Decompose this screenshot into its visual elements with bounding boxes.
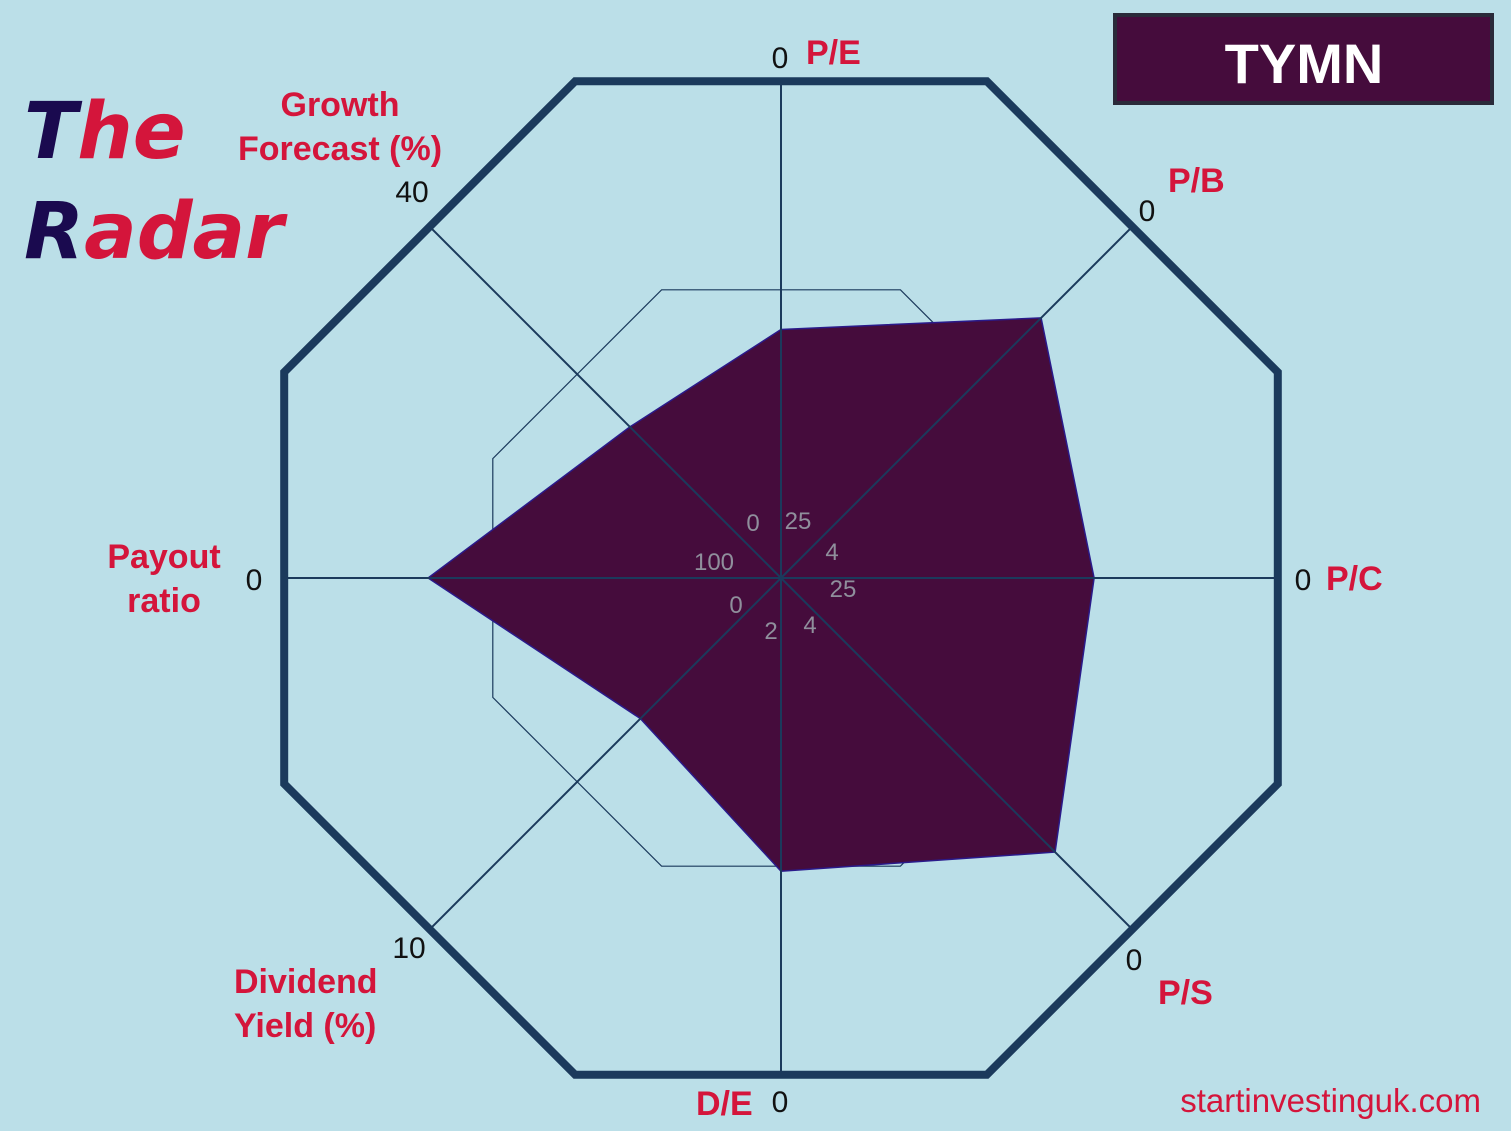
axis-label-growth-forecast-line-1: Growth [281,86,400,124]
spoke-1 [780,225,1134,579]
axis-label-p-e: P/E [806,34,861,72]
inner-tick-dividend-yield: 0 [729,592,742,619]
axis-label-p-b: P/B [1168,162,1225,200]
footer-url: startinvestinguk.com [1180,1082,1481,1119]
outer-tick-growth-forecast: 40 [395,176,428,209]
spoke-3 [780,577,1134,931]
brand-title-t: T [24,87,83,177]
outer-tick-p-s: 0 [1126,944,1143,977]
axis-label-p-c: P/C [1326,560,1383,598]
outer-tick-dividend-yield: 10 [392,932,425,965]
axis-label-p-e-line-1: P/E [806,34,861,72]
inner-tick-p-b: 4 [825,539,838,566]
brand-title-r: R [24,187,84,277]
ticker-box [1113,13,1494,105]
outer-tick-p-e: 0 [772,42,789,75]
brand-title-line2: Radar [24,187,288,277]
inner-tick-d-e: 2 [764,618,777,645]
axis-label-p-s-line-1: P/S [1158,974,1213,1012]
outer-tick-d-e: 0 [772,1086,789,1119]
axis-label-growth-forecast: Growth Forecast (%) [238,86,442,168]
axis-label-payout-ratio: Payout ratio [107,538,220,620]
spoke-5 [428,577,782,931]
data-area-layer [284,81,1278,1075]
inner-tick-payout-ratio: 100 [694,549,734,576]
ticker-label: TYMN [1225,32,1384,95]
spoke-7 [428,225,782,579]
axis-label-dividend-yield-line-1: Dividend [234,963,378,1001]
axis-label-payout-ratio-line-2: ratio [127,582,201,620]
axis-label-payout-ratio-line-1: Payout [107,538,220,576]
axis-label-p-c-line-1: P/C [1326,560,1383,598]
axis-label-dividend-yield: Dividend Yield (%) [234,963,378,1045]
brand-title-he: he [77,87,185,177]
brand-title-line1: The [24,87,186,177]
axis-label-d-e-line-1: D/E [696,1085,753,1123]
inner-tick-growth-forecast: 0 [746,510,759,537]
axis-label-growth-forecast-line-2: Forecast (%) [238,130,442,168]
outer-frame [280,77,1282,1079]
axis-label-p-s: P/S [1158,974,1213,1012]
outer-tick-payout-ratio: 0 [246,564,263,597]
outer-tick-p-c: 0 [1295,564,1312,597]
axis-label-p-b-line-1: P/B [1168,162,1225,200]
inner-tick-p-s: 4 [803,612,816,639]
outer-tick-p-b: 0 [1139,195,1156,228]
inner-tick-p-c: 25 [830,576,857,603]
inner-tick-p-e: 25 [785,508,812,535]
brand-title-adar: adar [84,187,288,277]
axis-label-dividend-yield-line-2: Yield (%) [234,1007,376,1045]
axis-label-d-e: D/E [696,1085,753,1123]
